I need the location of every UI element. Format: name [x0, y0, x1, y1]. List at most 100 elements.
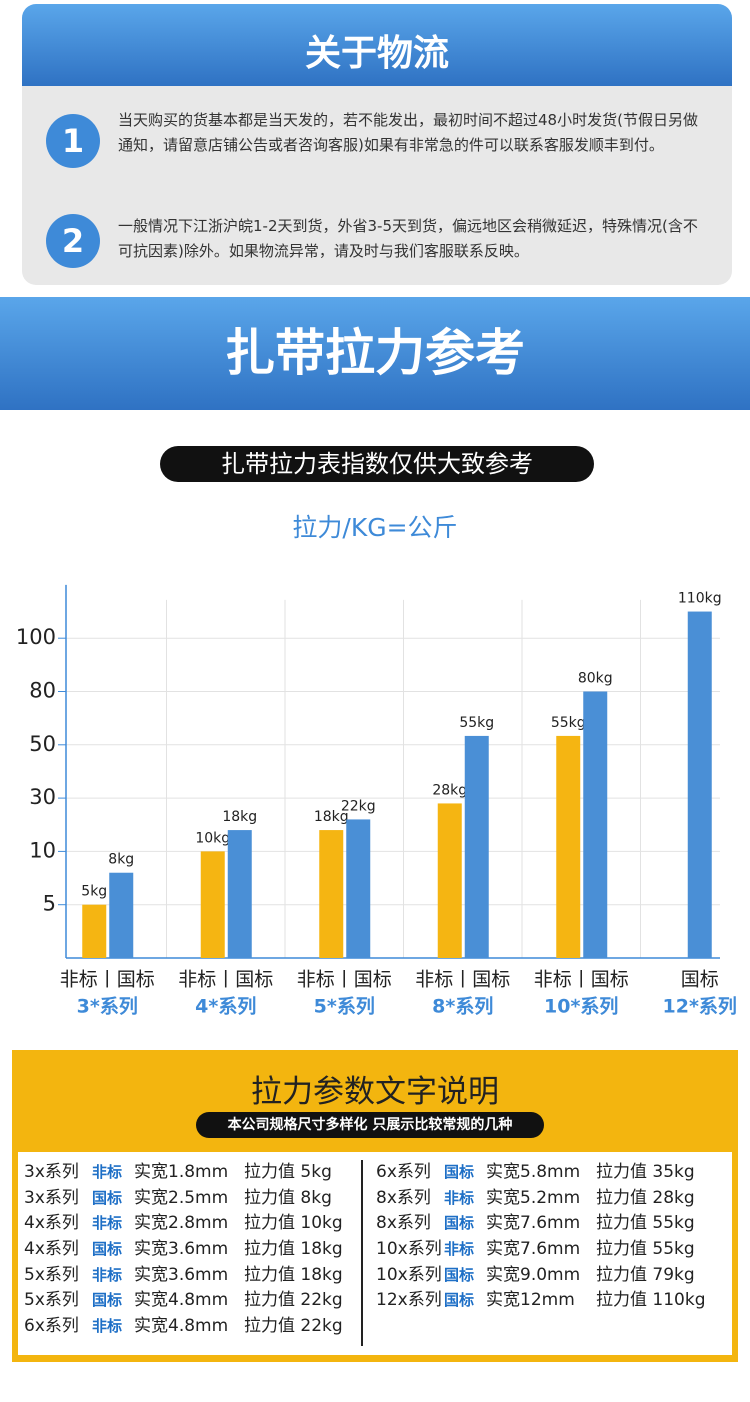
- item-text: 当天购买的货基本都是当天发的，若不能发出，最初时间不超过48小时发货(节假日另做…: [118, 111, 698, 154]
- value-label: 18kg: [314, 809, 349, 825]
- bar: [109, 872, 134, 958]
- y-tick-label: 80: [29, 679, 56, 703]
- series: 8x系列: [376, 1187, 431, 1208]
- force: 拉力值 22kg: [244, 1290, 343, 1311]
- y-tick-label: 50: [29, 732, 56, 756]
- force: 拉力值 5kg: [244, 1162, 332, 1182]
- reference-title: 扎带拉力参考: [0, 297, 750, 410]
- y-tick-label: 10: [29, 838, 56, 862]
- value-label: 28kg: [432, 782, 467, 798]
- bar: [227, 830, 252, 958]
- width: 实宽5.2mm: [486, 1187, 581, 1208]
- standard: 国标: [92, 1188, 123, 1207]
- width: 实宽5.8mm: [486, 1162, 581, 1182]
- width: 实宽2.5mm: [134, 1187, 229, 1208]
- standard: 非标: [92, 1214, 123, 1233]
- x-tick-label: 8*系列: [432, 996, 493, 1018]
- bar: [319, 830, 344, 958]
- force: 拉力值 10kg: [244, 1213, 343, 1234]
- divider: [361, 1160, 363, 1346]
- series: 12x系列: [376, 1290, 442, 1311]
- width: 实宽12mm: [486, 1290, 575, 1311]
- y-tick-label: 5: [43, 892, 56, 916]
- series: 3x系列: [24, 1162, 79, 1182]
- param-row: 5x系列 国标 实宽4.8mm 拉力值 22kg: [24, 1288, 354, 1314]
- force: 拉力值 18kg: [244, 1239, 343, 1260]
- standard: 非标: [92, 1265, 123, 1284]
- group-label: 非标丨国标: [60, 969, 155, 991]
- series: 5x系列: [24, 1264, 79, 1285]
- standard: 国标: [444, 1214, 475, 1233]
- params-left: 3x系列 非标 实宽1.8mm 拉力值 5kg 3x系列 国标 实宽2.5mm 拉力值 8kg…: [24, 1160, 354, 1340]
- series: 10x系列: [376, 1264, 442, 1285]
- logistics-box: [22, 86, 732, 285]
- force: 拉力值 35kg: [596, 1162, 695, 1182]
- group-label: 非标丨国标: [534, 969, 629, 991]
- param-row: 3x系列 非标 实宽1.8mm 拉力值 5kg: [24, 1160, 354, 1186]
- value-label: 80kg: [578, 671, 613, 687]
- value-label: 5kg: [81, 884, 107, 900]
- y-tick-label: 100: [16, 625, 56, 649]
- standard: 国标: [444, 1163, 475, 1181]
- width: 实宽7.6mm: [486, 1213, 581, 1234]
- bar: [687, 611, 712, 958]
- standard: 非标: [92, 1163, 123, 1181]
- standard: 非标: [444, 1188, 475, 1207]
- series: 4x系列: [24, 1213, 79, 1234]
- param-row: 3x系列 国标 实宽2.5mm 拉力值 8kg: [24, 1186, 354, 1212]
- force: 拉力值 22kg: [244, 1316, 343, 1337]
- width: 实宽3.6mm: [134, 1264, 229, 1285]
- series: 6x系列: [24, 1316, 79, 1337]
- group-label: 非标丨国标: [415, 969, 510, 991]
- width: 实宽2.8mm: [134, 1213, 229, 1234]
- width: 实宽9.0mm: [486, 1264, 581, 1285]
- param-row: 12x系列 国标 实宽12mm 拉力值 110kg: [376, 1288, 706, 1314]
- param-row: 4x系列 非标 实宽2.8mm 拉力值 10kg: [24, 1211, 354, 1237]
- width: 实宽4.8mm: [134, 1290, 229, 1311]
- standard: 国标: [92, 1240, 123, 1259]
- group-label: 非标丨国标: [178, 969, 273, 991]
- width: 实宽7.6mm: [486, 1239, 581, 1260]
- param-row: 6x系列 国标 实宽5.8mm 拉力值 35kg: [376, 1160, 706, 1186]
- value-label: 22kg: [341, 798, 376, 814]
- standard: 国标: [444, 1265, 475, 1284]
- standard: 国标: [444, 1291, 475, 1310]
- param-row: 5x系列 非标 实宽3.6mm 拉力值 18kg: [24, 1263, 354, 1289]
- x-tick-label: 5*系列: [314, 996, 375, 1018]
- force: 拉力值 55kg: [596, 1213, 695, 1234]
- param-row: 10x系列 非标 实宽7.6mm 拉力值 55kg: [376, 1237, 706, 1263]
- force: 拉力值 110kg: [596, 1290, 706, 1311]
- group-label: 国标: [681, 969, 719, 991]
- value-label: 18kg: [222, 809, 257, 825]
- reference-note: 扎带拉力表指数仅供大致参考: [160, 446, 594, 482]
- value-label: 110kg: [678, 591, 722, 607]
- force: 拉力值 79kg: [596, 1264, 695, 1285]
- param-row: 8x系列 国标 实宽7.6mm 拉力值 55kg: [376, 1211, 706, 1237]
- item-number: 1: [46, 114, 100, 168]
- width: 实宽1.8mm: [134, 1162, 229, 1182]
- item-text: 一般情况下江浙沪皖1-2天到货，外省3-5天到货，偏远地区会稍微延迟，特殊情况(…: [118, 217, 698, 260]
- bar: [346, 819, 371, 958]
- x-tick-label: 12*系列: [663, 996, 737, 1018]
- bar: [556, 735, 581, 958]
- value-label: 10kg: [195, 830, 230, 846]
- bar: [437, 803, 462, 958]
- force: 拉力值 28kg: [596, 1187, 695, 1208]
- force: 拉力值 55kg: [596, 1239, 695, 1260]
- force: 拉力值 18kg: [244, 1264, 343, 1285]
- series: 3x系列: [24, 1187, 79, 1208]
- force: 拉力值 8kg: [244, 1187, 332, 1208]
- group-label: 非标丨国标: [297, 969, 392, 991]
- params-title: 拉力参数文字说明: [251, 1074, 499, 1110]
- value-label: 8kg: [108, 852, 134, 868]
- x-tick-label: 4*系列: [195, 996, 256, 1018]
- param-row: 8x系列 非标 实宽5.2mm 拉力值 28kg: [376, 1186, 706, 1212]
- params-subtitle: 本公司规格尺寸多样化 只展示比较常规的几种: [196, 1112, 544, 1138]
- param-row: 4x系列 国标 实宽3.6mm 拉力值 18kg: [24, 1237, 354, 1263]
- x-tick-label: 10*系列: [544, 996, 618, 1018]
- standard: 非标: [444, 1240, 475, 1259]
- param-row: 10x系列 国标 实宽9.0mm 拉力值 79kg: [376, 1263, 706, 1289]
- value-label: 55kg: [459, 715, 494, 731]
- params-table: [18, 1152, 732, 1355]
